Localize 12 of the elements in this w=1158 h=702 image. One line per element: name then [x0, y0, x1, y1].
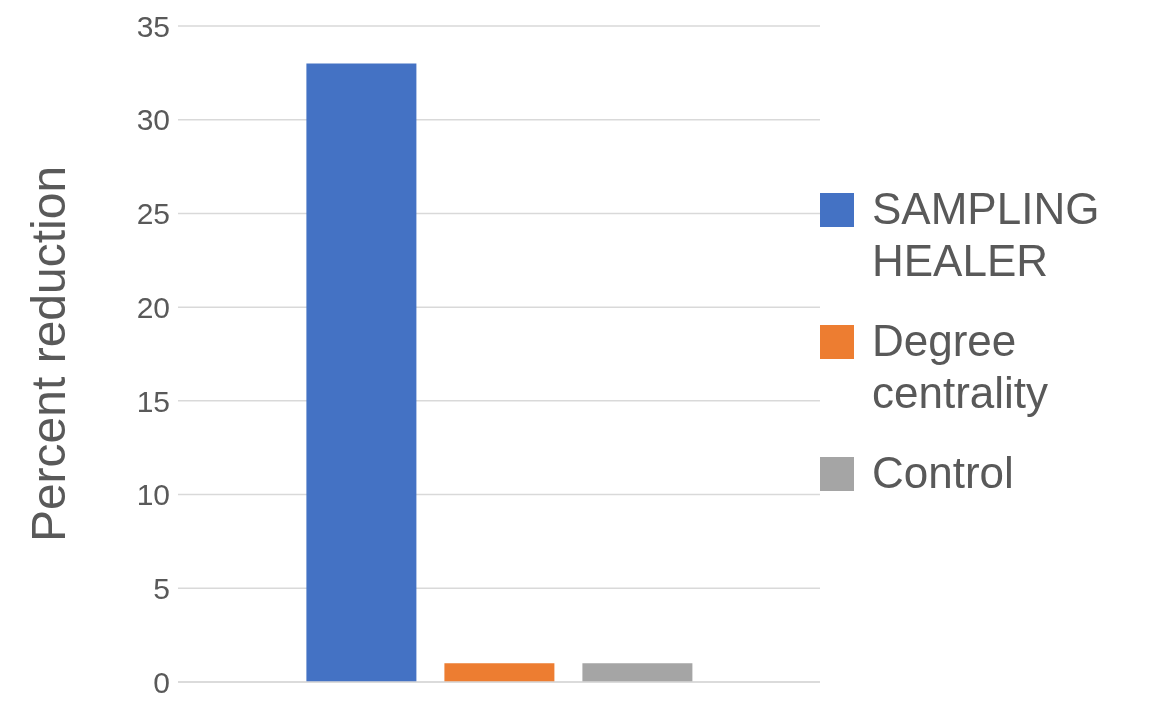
- y-axis-title: Percent reduction: [22, 165, 76, 543]
- y-tick-label: 0: [153, 665, 170, 699]
- y-tick-label: 35: [136, 9, 170, 43]
- legend-label: Degree centrality: [872, 315, 1050, 419]
- legend-label: Control: [872, 447, 1014, 499]
- y-tick-label: 20: [136, 290, 170, 324]
- y-tick-label: 5: [153, 571, 170, 605]
- y-tick-label: 15: [136, 384, 170, 418]
- y-tick-label: 25: [136, 197, 170, 231]
- y-tick-label: 30: [136, 103, 170, 137]
- y-tick-label: 10: [136, 478, 170, 512]
- legend-label: SAMPLING HEALER: [872, 183, 1101, 287]
